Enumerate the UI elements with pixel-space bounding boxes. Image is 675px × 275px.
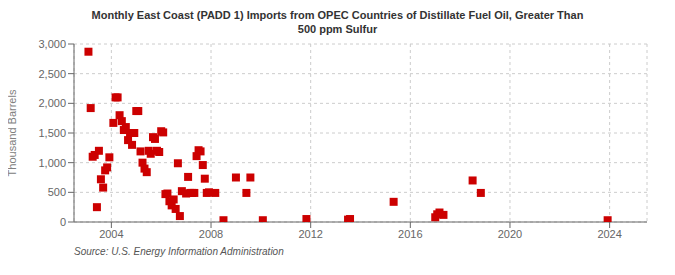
svg-text:1,500: 1,500 bbox=[38, 127, 66, 139]
svg-text:2008: 2008 bbox=[199, 228, 223, 240]
html-text:Source: U.S. Energy Informatio: Source: U.S. Energy Information Administ… bbox=[74, 246, 284, 257]
svg-text:1,000: 1,000 bbox=[38, 157, 66, 169]
svg-text:2024: 2024 bbox=[597, 228, 621, 240]
svg-text:2016: 2016 bbox=[398, 228, 422, 240]
svg-text:0: 0 bbox=[60, 216, 66, 228]
svg-text:2012: 2012 bbox=[298, 228, 322, 240]
html-text:Monthly East Coast (PADD 1) Im: Monthly East Coast (PADD 1) Imports from… bbox=[91, 9, 584, 35]
svg-text:2,500: 2,500 bbox=[38, 68, 66, 80]
svg-text:3,000: 3,000 bbox=[38, 38, 66, 50]
svg-text:500: 500 bbox=[48, 186, 66, 198]
svg-text:Thousand Barrels: Thousand Barrels bbox=[8, 89, 18, 176]
svg-text:2,000: 2,000 bbox=[38, 97, 66, 109]
svg-text:2020: 2020 bbox=[498, 228, 522, 240]
svg-text:2004: 2004 bbox=[99, 228, 123, 240]
